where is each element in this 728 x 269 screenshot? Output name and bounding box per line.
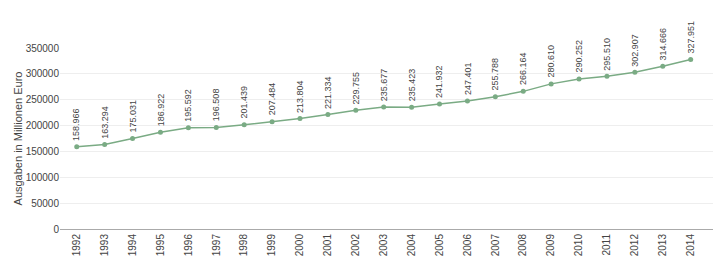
svg-text:2000: 2000: [294, 234, 305, 257]
svg-text:295.510: 295.510: [602, 38, 612, 71]
svg-text:0: 0: [53, 224, 59, 235]
svg-text:1997: 1997: [211, 234, 222, 257]
svg-text:350000: 350000: [26, 43, 60, 54]
svg-text:1999: 1999: [266, 234, 277, 257]
svg-text:2014: 2014: [685, 234, 696, 257]
svg-text:Ausgaben in Millionen Euro: Ausgaben in Millionen Euro: [12, 72, 24, 206]
svg-text:163.294: 163.294: [100, 106, 110, 139]
svg-text:290.252: 290.252: [574, 40, 584, 73]
svg-text:302.907: 302.907: [630, 34, 640, 67]
svg-text:1995: 1995: [155, 234, 166, 257]
svg-text:2012: 2012: [629, 234, 640, 257]
svg-text:158.966: 158.966: [71, 108, 81, 141]
svg-text:2004: 2004: [406, 234, 417, 257]
svg-text:196.508: 196.508: [211, 89, 221, 122]
svg-text:229.755: 229.755: [351, 72, 361, 105]
svg-text:327.951: 327.951: [686, 21, 696, 54]
svg-text:1994: 1994: [127, 234, 138, 257]
svg-text:221.334: 221.334: [323, 76, 333, 109]
svg-text:314.666: 314.666: [658, 28, 668, 61]
svg-text:2006: 2006: [462, 234, 473, 257]
svg-text:186.922: 186.922: [156, 94, 166, 127]
svg-text:250000: 250000: [26, 94, 60, 105]
svg-text:235.423: 235.423: [407, 69, 417, 102]
svg-text:2005: 2005: [434, 234, 445, 257]
svg-text:2007: 2007: [490, 234, 501, 257]
svg-text:2008: 2008: [517, 234, 528, 257]
svg-text:2011: 2011: [601, 234, 612, 256]
svg-text:1992: 1992: [71, 234, 82, 257]
svg-text:175.031: 175.031: [128, 100, 138, 133]
svg-text:1996: 1996: [183, 234, 194, 257]
svg-text:207.484: 207.484: [267, 83, 277, 116]
svg-text:150000: 150000: [26, 146, 60, 157]
svg-text:2003: 2003: [378, 234, 389, 257]
svg-text:2002: 2002: [350, 234, 361, 257]
svg-text:2010: 2010: [573, 234, 584, 257]
svg-text:300000: 300000: [26, 68, 60, 79]
svg-text:100000: 100000: [26, 172, 60, 183]
svg-text:50000: 50000: [31, 198, 59, 209]
svg-text:2009: 2009: [545, 234, 556, 257]
svg-text:213.804: 213.804: [295, 80, 305, 113]
svg-text:201.439: 201.439: [239, 86, 249, 119]
svg-text:255.788: 255.788: [490, 58, 500, 91]
svg-text:1993: 1993: [99, 234, 110, 257]
svg-text:247.401: 247.401: [463, 62, 473, 95]
svg-text:200000: 200000: [26, 120, 60, 131]
svg-text:266.164: 266.164: [518, 53, 528, 86]
svg-text:2013: 2013: [657, 234, 668, 257]
svg-text:1998: 1998: [238, 234, 249, 257]
svg-text:195.592: 195.592: [183, 89, 193, 122]
svg-text:235.677: 235.677: [379, 69, 389, 102]
svg-text:2001: 2001: [322, 234, 333, 257]
svg-text:241.932: 241.932: [434, 65, 444, 98]
svg-text:280.610: 280.610: [546, 45, 556, 78]
